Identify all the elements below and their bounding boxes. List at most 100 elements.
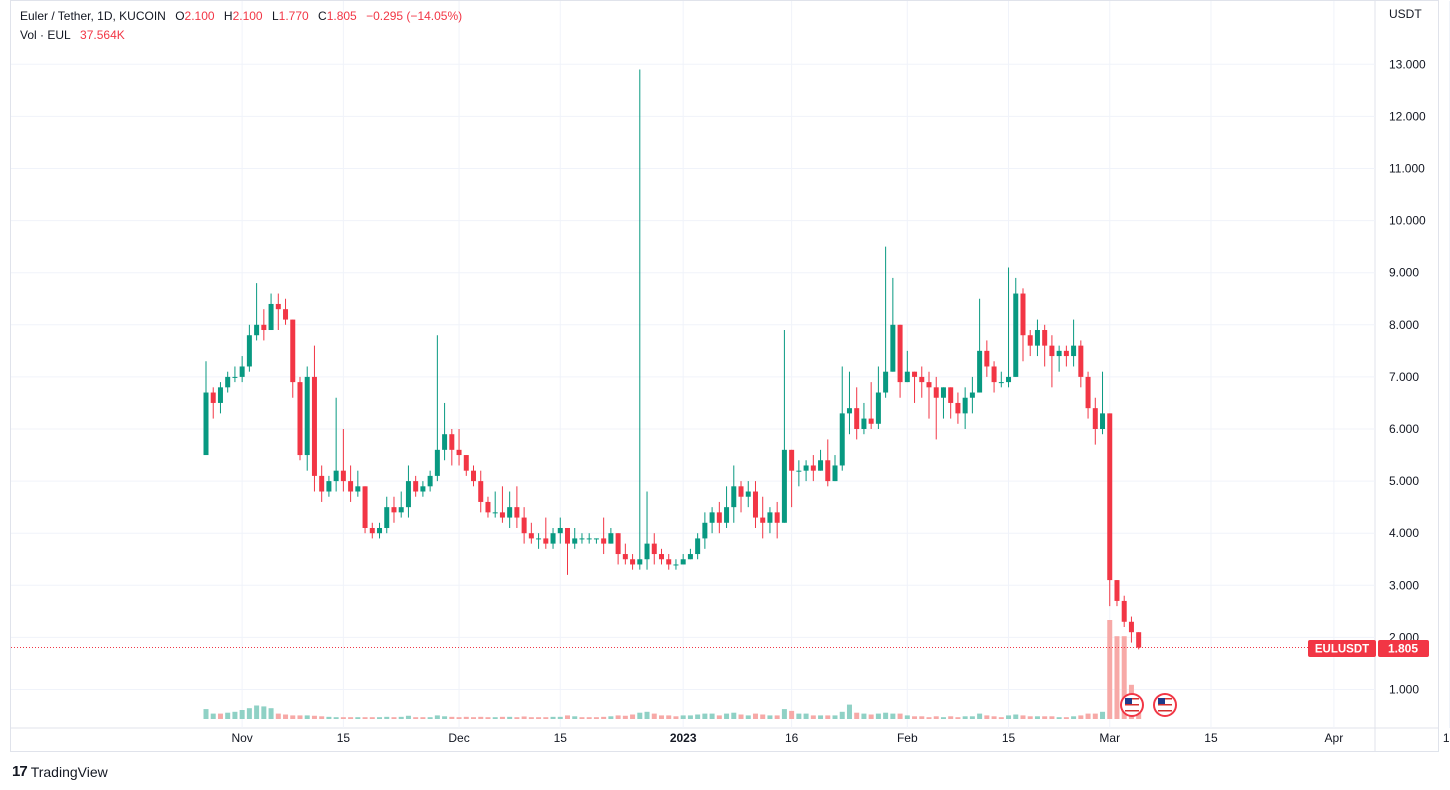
candle-body	[1136, 632, 1142, 648]
candle-body	[514, 507, 520, 518]
candle	[752, 481, 758, 528]
candle	[434, 335, 440, 482]
candle-body	[680, 559, 686, 565]
candle	[695, 533, 701, 560]
candle	[268, 293, 274, 331]
candle	[485, 496, 491, 518]
volume-bar	[391, 717, 397, 719]
volume-bar	[789, 710, 795, 719]
candle	[875, 366, 881, 429]
candle-body	[933, 387, 939, 398]
candle	[297, 376, 303, 461]
low-value: 1.770	[278, 9, 309, 23]
candle-body	[1020, 293, 1026, 336]
volume-bar	[1049, 716, 1055, 719]
footer[interactable]: 17 TradingView	[12, 763, 108, 780]
tradingview-logo-icon[interactable]: 17	[12, 763, 28, 780]
candle-body	[919, 376, 925, 383]
candle-body	[1114, 580, 1120, 601]
candle-body	[810, 465, 816, 471]
candle-body	[311, 376, 317, 476]
time-tick-label: 2023	[670, 731, 697, 745]
candle	[405, 465, 411, 518]
volume-bar	[405, 715, 411, 719]
candle-body	[875, 392, 881, 424]
candle-body	[210, 392, 216, 403]
volume-bar	[290, 715, 296, 719]
candle-body	[825, 460, 831, 482]
candle	[246, 324, 252, 372]
high-value: 2.100	[232, 9, 263, 23]
volume-bar	[1013, 714, 1019, 719]
volume-bar	[514, 717, 520, 719]
candle-body	[442, 434, 448, 450]
candle-body	[398, 507, 404, 513]
candle	[507, 491, 513, 528]
low-label: L	[271, 9, 279, 23]
candle-body	[1056, 350, 1062, 357]
candle	[572, 527, 578, 549]
candle-body	[225, 376, 231, 388]
volume-bar	[832, 715, 838, 719]
symbol-title[interactable]: Euler / Tether, 1D, KUCOIN	[20, 9, 166, 23]
candle-body	[955, 402, 961, 414]
volume-bar	[716, 715, 722, 719]
volume-bar	[427, 717, 433, 719]
candle	[442, 402, 448, 461]
candle	[463, 455, 469, 476]
volume-bar	[709, 713, 715, 719]
candle-body	[413, 481, 419, 492]
price-tick-label: 12.000	[1389, 109, 1426, 123]
candle-body	[926, 382, 932, 388]
candle-body	[456, 449, 462, 456]
candle-body	[789, 449, 795, 471]
close-label: C	[318, 9, 327, 23]
volume-bar	[695, 714, 701, 719]
volume-bar	[254, 705, 260, 719]
event-markers[interactable]	[1120, 693, 1177, 717]
volume-bar	[926, 717, 932, 719]
price-tick-label: 6.000	[1389, 422, 1419, 436]
time-axis[interactable]: Nov 15 Dec 15 2023 16 Feb 15 Mar 15 Apr 17	[231, 731, 1450, 745]
tradingview-brand[interactable]: TradingView	[30, 763, 108, 780]
volume-bar	[666, 715, 672, 719]
price-tag-symbol: EULUSDT	[1315, 644, 1369, 656]
candle	[984, 340, 990, 377]
candle	[839, 366, 845, 471]
candle	[1121, 595, 1127, 627]
volume-bar	[471, 717, 477, 719]
candle-body	[991, 366, 997, 383]
volume-bar	[261, 706, 267, 719]
time-tick-label: 15	[337, 731, 351, 745]
candle-body	[861, 418, 867, 429]
candle	[644, 491, 650, 570]
volume-label[interactable]: Vol · EUL	[20, 28, 71, 42]
candle-body	[998, 382, 1004, 384]
price-tick-label: 7.000	[1389, 370, 1419, 384]
volume-bar	[601, 716, 607, 719]
volume-bar	[507, 716, 513, 719]
candle	[355, 470, 361, 497]
candle-body	[507, 507, 513, 518]
candle	[601, 517, 607, 555]
volume-bar	[745, 715, 751, 719]
candle	[565, 527, 570, 575]
candle-body	[1107, 413, 1113, 581]
candle	[1027, 330, 1033, 357]
candle-body	[752, 491, 758, 518]
volume-bar	[268, 708, 274, 719]
price-axis[interactable]: USDT 1.0002.0003.0004.0005.0006.0007.000…	[1389, 7, 1426, 697]
candle	[904, 350, 910, 383]
volume-bar	[232, 711, 238, 719]
candle-body	[565, 527, 570, 544]
candles	[203, 69, 1142, 650]
volume-bar	[593, 717, 599, 719]
candle-body	[217, 387, 223, 403]
volume-bar	[644, 711, 650, 719]
candle-body	[601, 538, 607, 544]
candle	[217, 382, 223, 414]
candle-body	[868, 418, 874, 424]
candle-body	[1085, 376, 1091, 409]
volume-bar	[442, 716, 448, 719]
